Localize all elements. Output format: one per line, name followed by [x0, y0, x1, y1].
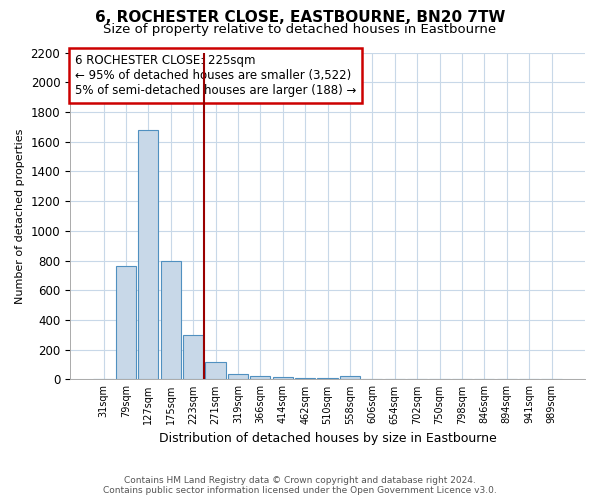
X-axis label: Distribution of detached houses by size in Eastbourne: Distribution of detached houses by size …	[158, 432, 496, 445]
Bar	[138, 130, 158, 380]
Bar	[317, 378, 338, 380]
Y-axis label: Number of detached properties: Number of detached properties	[15, 128, 25, 304]
Bar	[116, 266, 136, 380]
Bar	[228, 374, 248, 380]
Bar	[250, 376, 271, 380]
Text: Contains HM Land Registry data © Crown copyright and database right 2024.
Contai: Contains HM Land Registry data © Crown c…	[103, 476, 497, 495]
Text: 6 ROCHESTER CLOSE: 225sqm
← 95% of detached houses are smaller (3,522)
5% of sem: 6 ROCHESTER CLOSE: 225sqm ← 95% of detac…	[75, 54, 356, 97]
Bar	[183, 335, 203, 380]
Text: 6, ROCHESTER CLOSE, EASTBOURNE, BN20 7TW: 6, ROCHESTER CLOSE, EASTBOURNE, BN20 7TW	[95, 10, 505, 25]
Bar	[295, 378, 315, 380]
Bar	[340, 376, 360, 380]
Bar	[272, 377, 293, 380]
Bar	[161, 260, 181, 380]
Bar	[205, 362, 226, 380]
Text: Size of property relative to detached houses in Eastbourne: Size of property relative to detached ho…	[103, 22, 497, 36]
